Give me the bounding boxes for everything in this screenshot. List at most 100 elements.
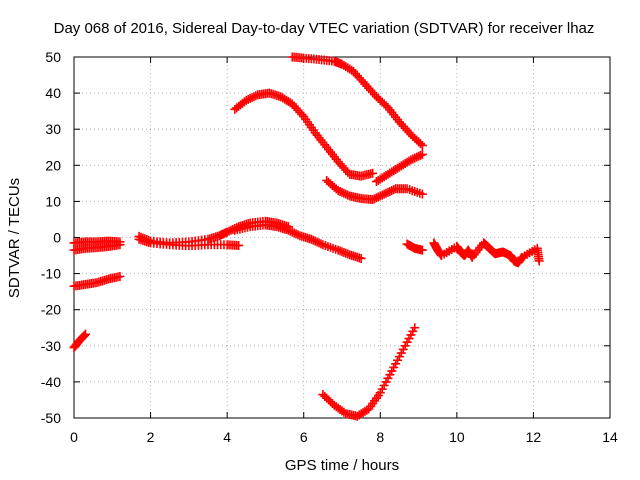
data-point — [291, 229, 301, 239]
data-point — [295, 107, 305, 117]
data-point — [289, 228, 299, 238]
series-i — [287, 52, 427, 150]
data-point — [381, 188, 391, 198]
y-tick-label: -40 — [41, 374, 61, 390]
data-point — [335, 159, 345, 169]
y-tick-label: 10 — [45, 193, 61, 209]
data-point — [415, 139, 425, 149]
data-point — [308, 235, 318, 245]
data-point — [287, 99, 297, 109]
x-tick-label: 8 — [376, 429, 384, 445]
y-tick-label: 40 — [45, 85, 61, 101]
data-point — [339, 163, 349, 173]
data-point — [415, 150, 425, 160]
data-point — [417, 149, 427, 159]
data-point — [115, 240, 125, 250]
data-point — [297, 109, 307, 119]
y-tick-label: 20 — [45, 157, 61, 173]
data-point — [249, 92, 259, 102]
data-point — [285, 226, 295, 236]
data-point — [291, 103, 301, 113]
data-point — [417, 245, 427, 255]
series-g — [230, 220, 366, 263]
y-tick-label: -30 — [41, 338, 61, 354]
data-point — [377, 190, 387, 200]
x-tick-label: 12 — [526, 429, 542, 445]
series-d — [69, 329, 90, 353]
chart-title: Day 068 of 2016, Sidereal Day-to-day VTE… — [54, 20, 595, 37]
series-b — [69, 240, 125, 255]
data-point — [283, 225, 293, 235]
y-axis-tick-labels: 50 40 30 20 10 0 -10 -20 -30 -40 -50 — [41, 49, 61, 426]
data-point — [379, 189, 389, 199]
data-point — [293, 230, 303, 240]
data-point — [404, 128, 414, 138]
y-tick-label: -20 — [41, 302, 61, 318]
data-point — [356, 75, 366, 85]
data-point — [410, 323, 420, 333]
data-point — [406, 155, 416, 165]
data-point — [366, 85, 376, 95]
data-point — [343, 190, 353, 200]
data-point — [354, 73, 364, 83]
x-axis-tick-labels: 0 2 4 6 8 10 12 14 — [70, 429, 618, 445]
data-point — [412, 152, 422, 162]
x-tick-label: 14 — [602, 429, 618, 445]
x-tick-label: 6 — [300, 429, 308, 445]
data-point — [370, 194, 380, 204]
x-tick-label: 4 — [223, 429, 231, 445]
data-point — [385, 186, 395, 196]
data-point — [80, 330, 90, 340]
data-point — [389, 185, 399, 195]
x-axis-title: GPS time / hours — [285, 457, 399, 474]
data-point — [241, 95, 251, 105]
data-point — [79, 331, 89, 341]
data-point — [534, 256, 544, 266]
data-point — [417, 140, 427, 150]
data-point — [356, 253, 366, 263]
data-point — [370, 90, 380, 100]
data-point — [247, 93, 257, 103]
series-n — [429, 238, 544, 268]
x-tick-label: 0 — [70, 429, 78, 445]
data-point — [387, 186, 397, 196]
data-point — [348, 66, 358, 76]
data-point — [80, 329, 90, 339]
y-axis-title: SDTVAR / TECUs — [6, 178, 23, 298]
axis-ticks — [73, 56, 611, 419]
series-k — [322, 175, 427, 205]
data-point — [371, 193, 381, 203]
data-point — [383, 187, 393, 197]
data-point — [339, 188, 349, 198]
series-c — [69, 271, 125, 291]
series-m — [402, 239, 427, 255]
data-point — [251, 91, 261, 101]
data-point — [368, 168, 378, 178]
data-point — [339, 407, 349, 417]
data-point — [289, 101, 299, 111]
data-point — [341, 165, 351, 175]
data-point — [417, 189, 427, 199]
data-point — [398, 121, 408, 131]
data-point — [360, 79, 370, 89]
data-point — [408, 154, 418, 164]
data-point — [293, 105, 303, 115]
data-point — [402, 125, 412, 135]
data-point — [312, 237, 322, 247]
data-point — [368, 87, 378, 97]
data-point — [358, 77, 368, 87]
data-point — [335, 186, 345, 196]
data-point — [404, 156, 414, 166]
x-tick-label: 2 — [147, 429, 155, 445]
series-h — [230, 88, 378, 181]
data-point — [310, 236, 320, 246]
data-point — [373, 192, 383, 202]
data-point — [350, 69, 360, 79]
data-point — [352, 71, 362, 81]
series-j — [371, 149, 427, 187]
y-tick-label: 0 — [53, 230, 61, 246]
data-point — [381, 101, 391, 111]
data-point — [306, 234, 316, 244]
data-point — [414, 151, 424, 161]
